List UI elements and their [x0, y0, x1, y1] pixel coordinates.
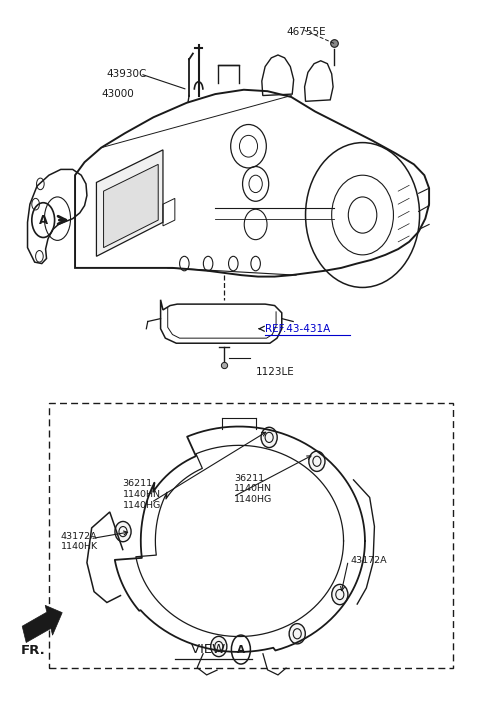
Text: A: A — [237, 646, 245, 655]
Text: 46755E: 46755E — [286, 27, 326, 37]
Ellipse shape — [261, 427, 277, 448]
Text: 43172A: 43172A — [351, 556, 387, 565]
Polygon shape — [97, 150, 163, 257]
Text: 43930C: 43930C — [106, 69, 146, 79]
Text: VIEW: VIEW — [191, 643, 229, 656]
Text: 1123LE: 1123LE — [256, 367, 294, 377]
Bar — [49, 403, 453, 667]
Text: 36211
1140HN
1140HG: 36211 1140HN 1140HG — [234, 473, 272, 504]
Text: 36211
1140HN
1140HG: 36211 1140HN 1140HG — [122, 479, 161, 510]
Text: 43172A
1140HK: 43172A 1140HK — [61, 531, 98, 551]
Ellipse shape — [332, 585, 348, 605]
Text: A: A — [39, 214, 48, 228]
Text: REF.43-431A: REF.43-431A — [265, 324, 330, 334]
Ellipse shape — [289, 624, 305, 644]
Text: 43000: 43000 — [101, 89, 134, 99]
Ellipse shape — [211, 636, 227, 656]
Text: FR.: FR. — [21, 644, 45, 656]
Ellipse shape — [115, 521, 131, 542]
Polygon shape — [22, 606, 62, 643]
Ellipse shape — [309, 451, 325, 471]
Polygon shape — [104, 164, 158, 248]
